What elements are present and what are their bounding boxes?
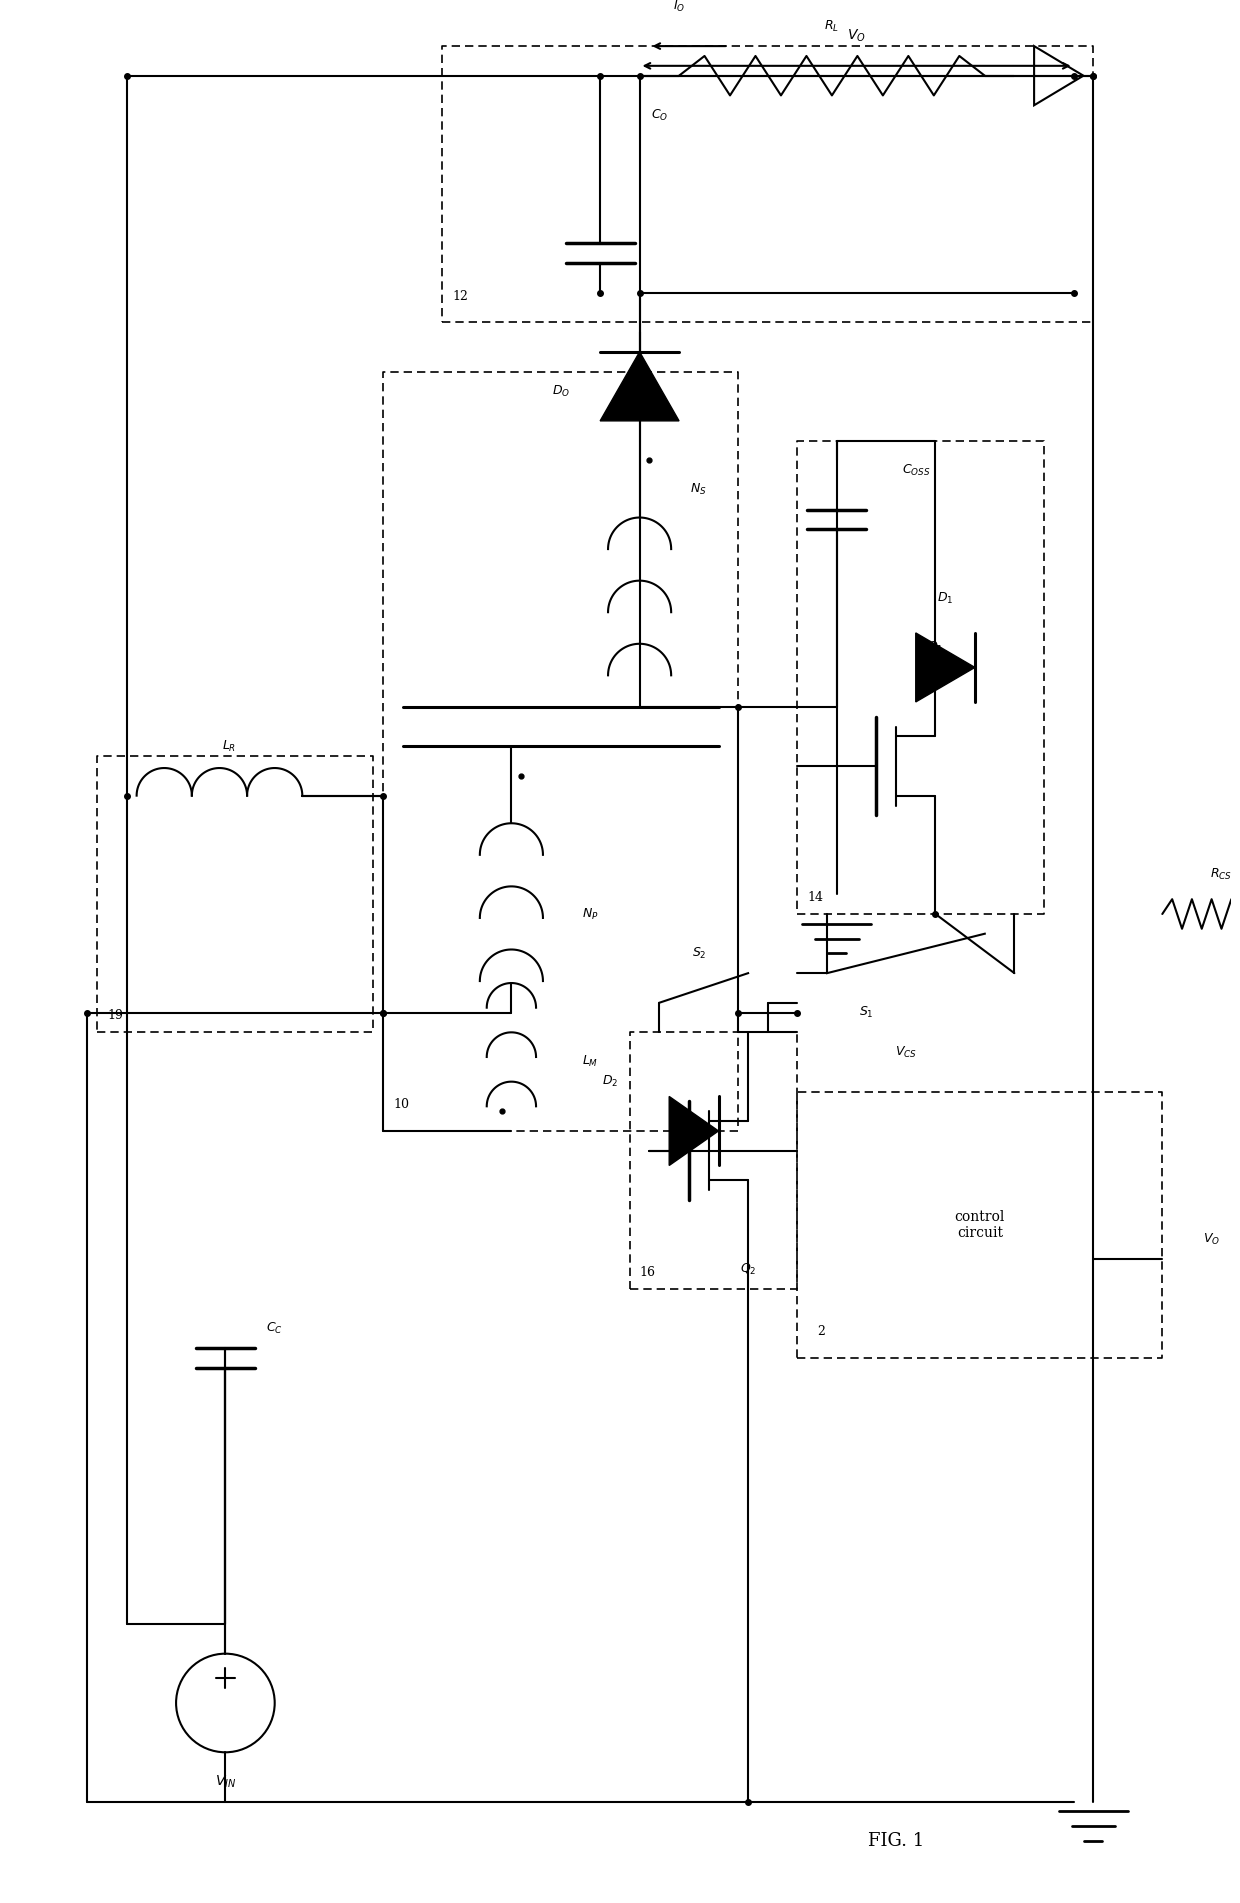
Text: $V_{IN}$: $V_{IN}$	[215, 1774, 236, 1791]
Text: $V_{CS}$: $V_{CS}$	[895, 1045, 916, 1060]
Text: 2: 2	[817, 1324, 825, 1338]
Text: $L_R$: $L_R$	[222, 738, 237, 754]
Text: $S_1$: $S_1$	[859, 1005, 874, 1020]
Text: 14: 14	[807, 891, 823, 904]
Text: $V_O$: $V_O$	[847, 29, 866, 44]
Text: $C_C$: $C_C$	[267, 1321, 283, 1336]
Text: FIG. 1: FIG. 1	[868, 1833, 924, 1850]
Polygon shape	[916, 634, 975, 702]
Text: $Q_1$: $Q_1$	[928, 639, 944, 655]
Text: $C_{OSS}$: $C_{OSS}$	[901, 462, 930, 478]
Text: $D_1$: $D_1$	[937, 590, 954, 605]
Polygon shape	[600, 352, 680, 421]
Polygon shape	[670, 1096, 718, 1165]
Text: $R_{CS}$: $R_{CS}$	[1210, 868, 1233, 883]
Text: 19: 19	[107, 1009, 123, 1022]
Text: $I_O$: $I_O$	[673, 0, 686, 13]
Text: $R_L$: $R_L$	[825, 19, 839, 34]
Text: 16: 16	[640, 1265, 656, 1279]
Text: control
circuit: control circuit	[955, 1210, 1006, 1239]
Text: $N_S$: $N_S$	[691, 481, 707, 497]
Text: $V_O$: $V_O$	[1203, 1231, 1220, 1246]
Text: $L_M$: $L_M$	[582, 1054, 599, 1069]
Polygon shape	[1034, 46, 1084, 105]
Text: 10: 10	[393, 1098, 409, 1111]
Text: $S_2$: $S_2$	[692, 946, 706, 961]
Text: 12: 12	[453, 289, 467, 303]
Text: $C_O$: $C_O$	[651, 108, 668, 122]
Text: $N_P$: $N_P$	[582, 906, 599, 921]
Text: $Q_2$: $Q_2$	[740, 1262, 756, 1277]
Text: $D_O$: $D_O$	[552, 384, 570, 400]
Text: $D_2$: $D_2$	[601, 1073, 618, 1089]
